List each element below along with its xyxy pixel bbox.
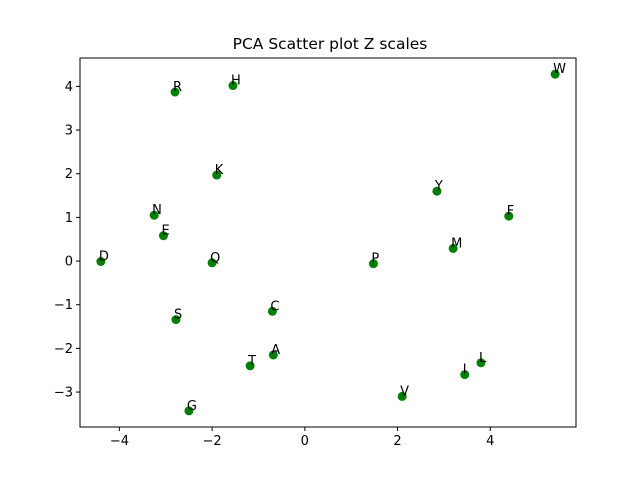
axes-frame [79,57,577,428]
y-tick-label: 1 [65,211,73,226]
point-label-T: T [247,354,256,369]
data-point-H [228,81,238,91]
x-tick-label: 0 [301,434,309,449]
point-label-A: A [271,343,280,358]
point-label-P: P [371,252,379,267]
y-tick-label: −2 [54,342,73,357]
point-label-R: R [173,80,182,95]
point-label-Q: Q [210,251,220,266]
data-point-K [212,170,222,180]
y-tick-label: 3 [65,124,73,139]
point-label-F: F [507,204,514,219]
data-point-C [267,306,277,316]
data-point-I [460,370,470,380]
x-tick-label: −4 [110,434,129,449]
data-point-E [158,231,168,241]
point-label-V: V [400,384,409,399]
data-point-L [476,358,486,368]
point-label-I: I [463,363,467,378]
data-point-F [504,211,514,221]
y-tick-label: 0 [65,255,73,270]
point-label-K: K [215,163,224,178]
point-label-Y: Y [434,179,443,194]
data-point-T [245,361,255,371]
data-point-G [184,406,194,416]
x-tick-label: −2 [203,434,222,449]
data-point-D [96,256,106,266]
point-label-N: N [152,203,162,218]
data-point-A [268,350,278,360]
data-point-V [397,391,407,401]
point-label-M: M [451,236,462,251]
data-point-Q [207,258,217,268]
data-point-R [170,87,180,97]
point-label-D: D [99,249,109,264]
point-label-H: H [231,74,241,89]
y-axis: −3 −2 −1 0 1 2 3 4 [54,80,80,401]
y-tick-label: −3 [54,386,73,401]
y-tick-label: 2 [65,167,73,182]
point-label-W: W [553,62,566,77]
y-tick-label: 4 [65,80,73,95]
chart-title: PCA Scatter plot Z scales [233,35,428,53]
data-point-S [171,315,181,325]
data-point-N [149,210,159,220]
data-point-Y [432,186,442,196]
point-label-S: S [174,308,182,323]
data-point-P [368,259,378,269]
point-label-G: G [187,399,197,414]
x-axis: −4 −2 0 2 4 [110,427,494,449]
x-tick-label: 2 [393,434,401,449]
y-tick-label: −1 [54,298,73,313]
point-label-C: C [270,299,279,314]
data-point-W [550,69,560,79]
point-label-E: E [161,224,169,239]
data-point-M [448,243,458,253]
plot-area: W H R K Y N F E M D Q P C S AT LI V G [96,62,566,416]
point-label-L: L [479,351,487,366]
x-tick-label: 4 [486,434,494,449]
